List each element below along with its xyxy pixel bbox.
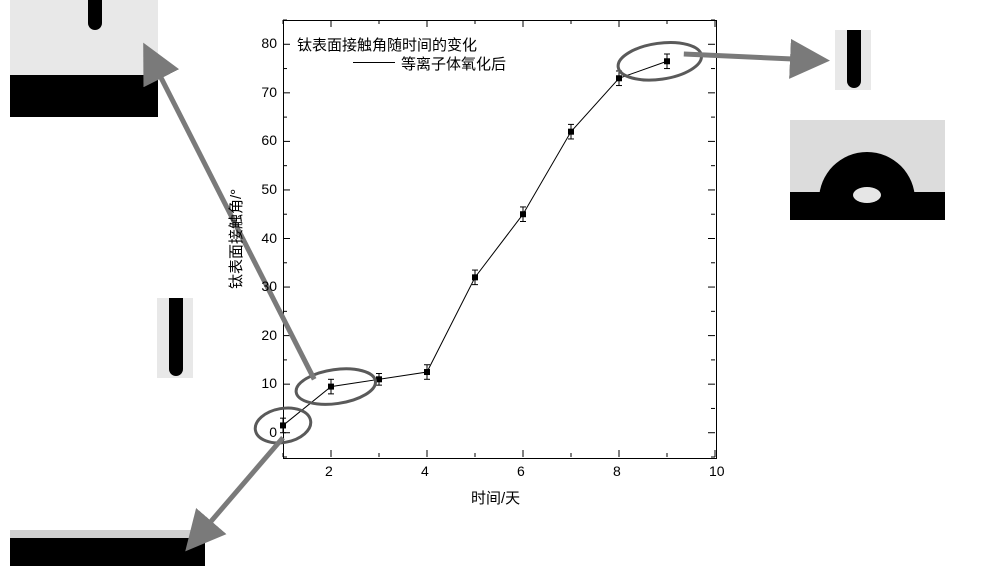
x-tick-label: 8 (613, 463, 621, 479)
y-axis-label: 钛表面接触角/° (225, 188, 246, 288)
x-tick-label: 10 (709, 463, 725, 479)
legend-label: 等离子体氧化后 (401, 53, 506, 74)
data-marker (568, 129, 574, 135)
x-tick-label: 2 (325, 463, 333, 479)
y-tick-label: 20 (261, 327, 277, 343)
y-tick-label: 70 (261, 84, 277, 100)
tick-group (283, 20, 715, 457)
drop-high-angle-thumb (835, 30, 871, 90)
data-marker (280, 422, 286, 428)
drop-high-angle-main (790, 120, 945, 220)
callout-ellipse (616, 38, 704, 85)
x-tick-label: 6 (517, 463, 525, 479)
data-marker (328, 384, 334, 390)
callout-ellipse (294, 364, 378, 409)
data-marker (424, 369, 430, 375)
x-tick-label: 4 (421, 463, 429, 479)
figure-canvas: 钛表面接触角/° 时间/天 钛表面接触角随时间的变化 等离子体氧化后 2 4 6 8 1… (0, 0, 1000, 571)
data-line (283, 61, 667, 425)
y-tick-label: 30 (261, 278, 277, 294)
drop-zero-pipette (157, 298, 193, 378)
y-tick-label: 50 (261, 181, 277, 197)
chart-svg (0, 0, 1000, 571)
y-tick-label: 10 (261, 375, 277, 391)
y-tick-label: 80 (261, 35, 277, 51)
y-tick-label: 0 (269, 424, 277, 440)
y-tick-label: 60 (261, 132, 277, 148)
data-marker (664, 58, 670, 64)
data-marker (472, 274, 478, 280)
drop-low-angle-thumb (10, 0, 158, 117)
data-marker (616, 75, 622, 81)
chart-title: 钛表面接触角随时间的变化 (297, 34, 477, 55)
x-axis-label: 时间/天 (471, 487, 520, 508)
y-tick-label: 40 (261, 230, 277, 246)
drop-zero-surface (10, 530, 205, 566)
callout-arrow (684, 54, 815, 60)
legend-line-sample (353, 62, 395, 63)
data-series-group (280, 54, 670, 433)
data-marker (520, 211, 526, 217)
callout-arrow (195, 438, 283, 540)
thumbnail-group (10, 0, 945, 566)
